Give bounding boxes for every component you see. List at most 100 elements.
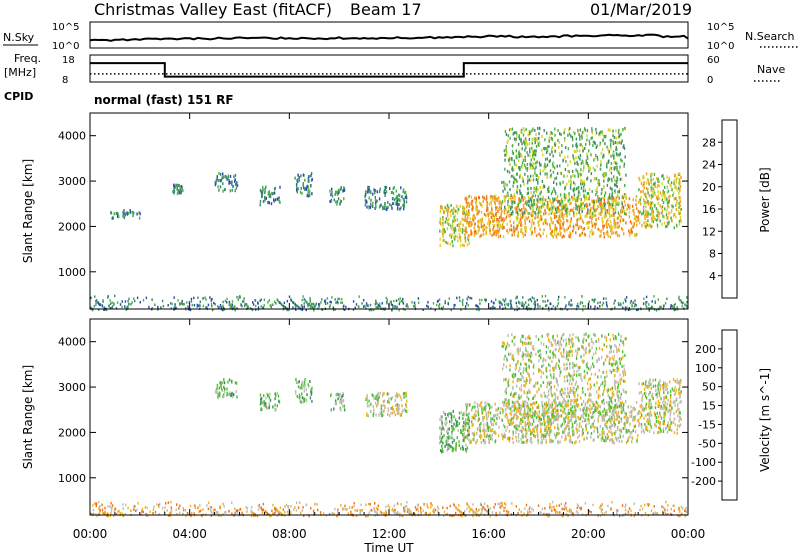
power-cell xyxy=(602,174,605,178)
power-cell xyxy=(609,196,611,200)
power-ground-cell xyxy=(211,304,213,308)
colorbar-tick-label: 24 xyxy=(702,159,716,172)
velocity-cell xyxy=(581,402,583,406)
velocity-cell xyxy=(399,413,401,417)
power-cell xyxy=(591,190,593,193)
power-cell xyxy=(535,234,538,238)
power-cell xyxy=(586,161,588,165)
velocity-cell xyxy=(309,380,311,383)
power-cell xyxy=(488,220,490,224)
velocity-cell xyxy=(638,418,640,422)
power-ground-cell xyxy=(284,306,287,309)
velocity-cell xyxy=(480,434,483,438)
power-cell xyxy=(523,215,525,219)
velocity-cell xyxy=(384,406,386,410)
power-cell xyxy=(524,159,527,162)
power-cell xyxy=(598,202,601,206)
power-cell xyxy=(649,212,651,216)
velocity-cell xyxy=(442,450,444,453)
velocity-cell xyxy=(535,416,538,420)
power-cell xyxy=(502,226,504,230)
velocity-cell xyxy=(622,427,625,430)
velocity-cell xyxy=(613,424,616,428)
power-cell xyxy=(216,177,218,181)
velocity-cell xyxy=(548,363,550,367)
power-ground-cell xyxy=(494,306,496,310)
power-cell xyxy=(536,205,539,209)
power-cell xyxy=(635,215,637,219)
velocity-cell xyxy=(479,428,481,432)
velocity-cell xyxy=(521,425,524,429)
power-cell xyxy=(510,193,512,197)
power-cell xyxy=(568,179,570,183)
velocity-cell xyxy=(569,345,572,349)
velocity-cell xyxy=(578,429,580,432)
velocity-cell xyxy=(538,419,540,423)
velocity-cell xyxy=(629,431,632,435)
velocity-cell xyxy=(605,436,607,440)
power-cell xyxy=(623,146,626,150)
velocity-cell xyxy=(373,395,375,399)
power-cell xyxy=(556,206,558,210)
power-cell xyxy=(586,152,588,156)
power-cell xyxy=(678,172,681,176)
power-cell xyxy=(612,196,615,200)
power-cell xyxy=(483,223,485,227)
velocity-cell xyxy=(341,395,343,399)
power-cell xyxy=(596,155,598,159)
power-ground-cell xyxy=(139,301,141,304)
power-cell xyxy=(173,187,175,191)
power-cell xyxy=(600,163,602,167)
power-cell xyxy=(554,212,556,215)
power-ground-cell xyxy=(324,300,326,304)
power-cell xyxy=(525,127,527,131)
power-ground-cell xyxy=(312,306,314,309)
power-ground-cell xyxy=(427,305,429,309)
power-cell xyxy=(521,195,523,199)
velocity-cell xyxy=(575,419,577,423)
power-cell xyxy=(507,194,509,197)
power-cell xyxy=(634,215,636,219)
power-cell xyxy=(609,138,612,142)
power-cell xyxy=(601,188,603,191)
power-cell xyxy=(465,226,468,230)
power-ground-cell xyxy=(481,298,483,302)
velocity-cell xyxy=(583,353,585,357)
power-ground-cell xyxy=(544,294,547,298)
velocity-cell xyxy=(571,429,574,433)
velocity-cell xyxy=(216,387,218,390)
velocity-cell xyxy=(526,413,528,417)
velocity-cell xyxy=(465,418,467,422)
power-cell xyxy=(549,231,552,235)
power-cell xyxy=(459,204,461,208)
power-cell xyxy=(530,206,532,210)
power-ground-cell xyxy=(107,296,109,299)
power-cell xyxy=(629,204,631,208)
power-cell xyxy=(174,186,176,189)
velocity-cell xyxy=(633,418,635,422)
power-cell xyxy=(558,221,560,225)
power-cell xyxy=(448,217,450,221)
velocity-cell xyxy=(366,401,369,405)
power-cell xyxy=(400,206,402,210)
velocity-cell xyxy=(545,438,547,442)
power-cell xyxy=(600,160,602,164)
velocity-cell xyxy=(277,394,280,398)
power-cell xyxy=(478,196,480,200)
power-cell xyxy=(559,202,562,206)
power-ground-cell xyxy=(131,301,133,304)
velocity-cell xyxy=(606,401,608,404)
power-cell xyxy=(550,211,553,215)
power-cell xyxy=(642,189,644,193)
velocity-cell xyxy=(471,416,473,420)
velocity-cell xyxy=(512,430,514,434)
velocity-cell xyxy=(518,393,520,397)
power-cell xyxy=(440,206,442,210)
velocity-cell xyxy=(519,421,521,425)
power-cell xyxy=(454,209,457,213)
power-cell xyxy=(579,212,581,216)
power-cell xyxy=(626,207,628,211)
velocity-cell xyxy=(484,439,486,443)
velocity-cell xyxy=(400,413,402,417)
power-cell xyxy=(567,219,569,223)
